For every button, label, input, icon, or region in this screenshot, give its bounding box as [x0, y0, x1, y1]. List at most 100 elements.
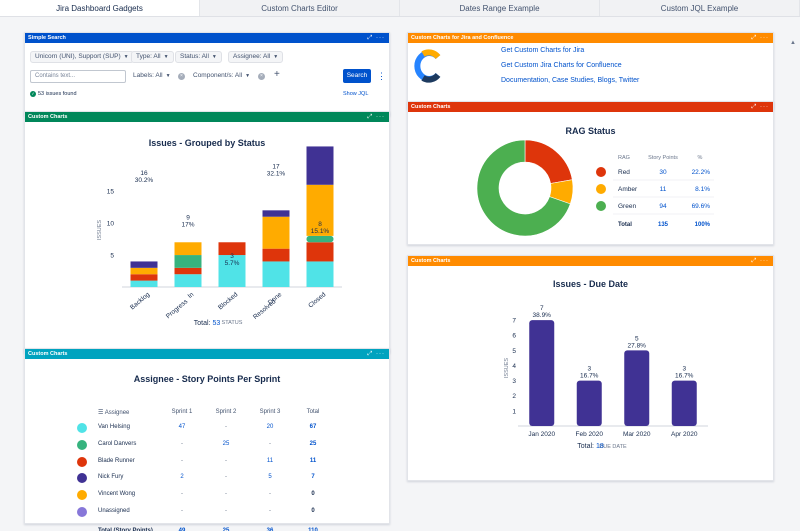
legend-value: 94	[659, 203, 667, 210]
table-cell: 25	[309, 440, 317, 447]
clear-components-icon[interactable]: ×	[258, 73, 265, 80]
total-row-cell[interactable]: 110	[308, 527, 318, 531]
assignee-color-dot	[77, 439, 87, 450]
add-filter-button[interactable]: +	[274, 69, 280, 80]
bar-segment	[262, 210, 290, 217]
type-filter[interactable]: Type: All ▼	[131, 51, 174, 63]
donut-slice	[524, 139, 573, 184]
x-tick-label: Resolved	[252, 298, 278, 321]
x-tick-label: Jan 2020	[528, 431, 555, 438]
total-label: Total	[618, 222, 632, 228]
dashboard-tabs: Jira Dashboard Gadgets Custom Charts Edi…	[0, 0, 800, 17]
y-tick-label: 1	[512, 408, 516, 415]
x-tick-label: In	[187, 291, 196, 300]
gadget-menu-icon[interactable]: ⤢ ···	[367, 35, 385, 41]
due-date-gadget: Custom Charts ⤢ ··· Issues - Due Date 1 2…	[407, 255, 774, 481]
table-cell: 11	[309, 457, 317, 464]
x-tick-label: Progress	[165, 298, 190, 321]
gadget-title: Custom Charts for Jira and Confluence	[411, 35, 514, 41]
bar-percent-label: 27.8%	[628, 342, 647, 349]
assignee-filter[interactable]: Assignee: All ▼	[228, 51, 284, 63]
bar-segment	[306, 261, 334, 287]
y-tick-label: 6	[512, 333, 516, 340]
bar-total-label: 17	[272, 163, 280, 170]
bar	[529, 320, 555, 426]
bar-segment	[174, 274, 202, 287]
table-cell[interactable]: 20	[266, 424, 274, 430]
gadget-menu-icon[interactable]: ⤢ ···	[367, 114, 385, 120]
tab-dates-range-example[interactable]: Dates Range Example	[400, 0, 600, 16]
total-value[interactable]: 53	[212, 320, 221, 327]
bar-segment	[306, 235, 334, 243]
table-cell[interactable]: 25	[222, 440, 230, 447]
gadget-menu-icon[interactable]: ⤢ ···	[751, 258, 769, 264]
table-cell[interactable]: 11	[266, 457, 274, 464]
total-row-cell[interactable]: 25	[222, 527, 230, 531]
clear-labels-icon[interactable]: ×	[178, 73, 185, 80]
bar-percent-label: 30.2%	[135, 177, 154, 184]
project-filter[interactable]: Unicorn (UNI), Support (SUP) ▼	[30, 51, 134, 63]
assignee-name: Van Helsing	[98, 424, 130, 430]
bar-segment	[306, 242, 334, 262]
column-header-assignee: ☰ Assignee	[98, 410, 130, 416]
assignee-color-dot	[77, 507, 87, 517]
table-cell: 7	[311, 474, 315, 481]
rag-donut-chart: RAG Story Points % Red 30 22.2% Amber 11 8.1% Gre…	[476, 139, 714, 237]
confluence-charts-link[interactable]: Get Custom Jira Charts for Confluence	[501, 62, 622, 69]
tab-jira-dashboard-gadgets[interactable]: Jira Dashboard Gadgets	[0, 0, 200, 16]
total-value[interactable]: 18	[595, 443, 604, 450]
sprint-table: ☰ Assignee Sprint 1 Sprint 2 Sprint 3 Total V…	[25, 349, 391, 531]
bar-value-label: 7	[540, 305, 544, 312]
chevron-down-icon: ▼	[163, 54, 169, 60]
bar-segment	[262, 216, 290, 249]
bar-value-label: 5	[635, 335, 639, 342]
gadget-title: Custom Charts	[411, 104, 451, 110]
chevron-down-icon: ▼	[245, 73, 251, 79]
bar-percent-label: 38.9%	[533, 312, 552, 319]
y-tick-label: 7	[512, 318, 516, 325]
bar-total-label: 9	[186, 215, 190, 222]
tab-custom-charts-editor[interactable]: Custom Charts Editor	[200, 0, 400, 16]
bar-segment	[262, 248, 290, 262]
chevron-down-icon: ▼	[165, 73, 171, 79]
jira-charts-link[interactable]: Get Custom Charts for Jira	[501, 47, 585, 54]
bar-percent-label: 5.7%	[225, 260, 240, 267]
chevron-down-icon: ▼	[211, 54, 217, 60]
search-button[interactable]: Search	[343, 69, 371, 83]
table-cell: -	[181, 457, 183, 464]
more-options-icon[interactable]: ⋮	[377, 71, 386, 81]
table-cell[interactable]: 5	[268, 474, 272, 481]
gadget-menu-icon[interactable]: ⤢ ···	[367, 351, 385, 357]
gadget-menu-icon[interactable]: ⤢ ···	[751, 104, 769, 110]
chart-title: Issues - Due Date	[552, 279, 629, 289]
bar-total-label: 8	[318, 221, 322, 228]
documentation-link[interactable]: Documentation, Case Studies, Blogs, Twit…	[501, 77, 640, 84]
chart-title: Issues - Grouped by Status	[148, 138, 266, 148]
scroll-up-icon[interactable]: ▲	[790, 40, 796, 46]
show-jql-link[interactable]: Show JQL	[343, 91, 369, 97]
gadget-title: Custom Charts	[28, 114, 68, 120]
status-filter-label: Status: All	[180, 53, 209, 60]
status-filter[interactable]: Status: All ▼	[175, 51, 222, 63]
bar-total-label: 3	[230, 253, 234, 260]
labels-filter[interactable]: Labels: All ▼	[133, 70, 171, 82]
type-filter-label: Type: All	[136, 53, 161, 60]
table-header: %	[698, 155, 703, 161]
labels-filter-label: Labels: All	[133, 72, 163, 79]
gadget-menu-icon[interactable]: ⤢ ···	[751, 35, 769, 41]
assignee-color-dot	[77, 423, 87, 433]
table-cell: 0	[311, 491, 315, 498]
table-cell[interactable]: 47	[178, 424, 186, 430]
contains-text-input[interactable]: Contains text...	[30, 70, 126, 83]
total-row-cell[interactable]: 36	[266, 527, 274, 531]
total-percent: 100%	[695, 222, 711, 228]
components-filter[interactable]: Component/s: All ▼	[193, 70, 250, 82]
assignee-name: Nick Fury	[98, 474, 124, 481]
tab-custom-jql-example[interactable]: Custom JQL Example	[600, 0, 800, 16]
table-cell[interactable]: 2	[180, 474, 184, 481]
gadget-header: Custom Charts ⤢ ···	[25, 349, 389, 359]
total-row-cell[interactable]: 49	[178, 527, 186, 531]
table-header: RAG	[618, 155, 630, 161]
table-cell: -	[181, 491, 183, 498]
gadget-header: Custom Charts for Jira and Confluence ⤢ …	[408, 33, 773, 43]
